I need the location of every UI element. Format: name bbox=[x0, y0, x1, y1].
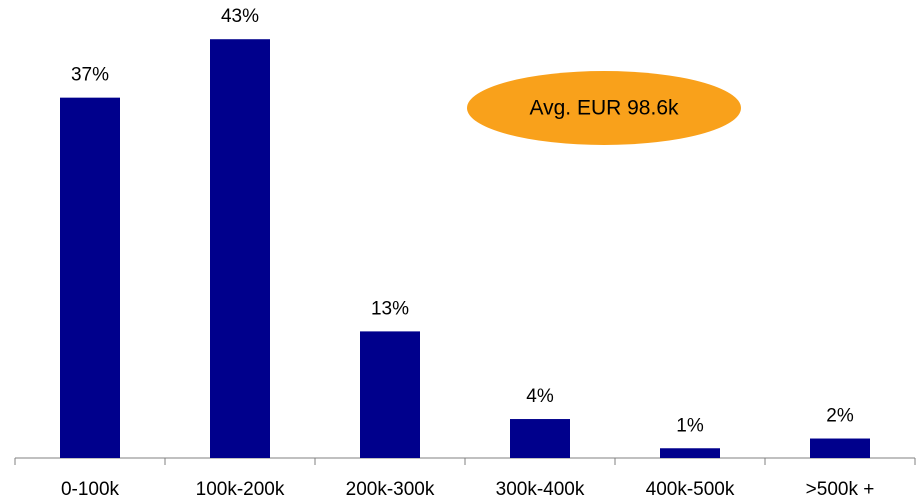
x-tick-label: 0-100k bbox=[61, 479, 120, 500]
data-label: 43% bbox=[221, 6, 259, 27]
x-tick-label: 400k-500k bbox=[646, 479, 735, 500]
x-tick-label: >500k + bbox=[806, 479, 875, 500]
data-label: 2% bbox=[826, 406, 854, 427]
data-label: 1% bbox=[676, 415, 704, 436]
bar bbox=[660, 448, 720, 458]
bar bbox=[210, 39, 270, 458]
bar bbox=[810, 438, 870, 458]
bar bbox=[60, 97, 120, 459]
bar bbox=[360, 331, 420, 458]
bar bbox=[510, 419, 570, 458]
x-tick-label: 200k-300k bbox=[346, 479, 435, 500]
annotation-ellipse bbox=[467, 71, 741, 145]
annotation: Avg. EUR 98.6k bbox=[529, 97, 679, 120]
data-label: 37% bbox=[71, 65, 109, 86]
x-tick-label: 300k-400k bbox=[496, 479, 585, 500]
data-label: 13% bbox=[371, 298, 409, 319]
x-tick-label: 100k-200k bbox=[196, 479, 285, 500]
data-label: 4% bbox=[526, 386, 554, 407]
